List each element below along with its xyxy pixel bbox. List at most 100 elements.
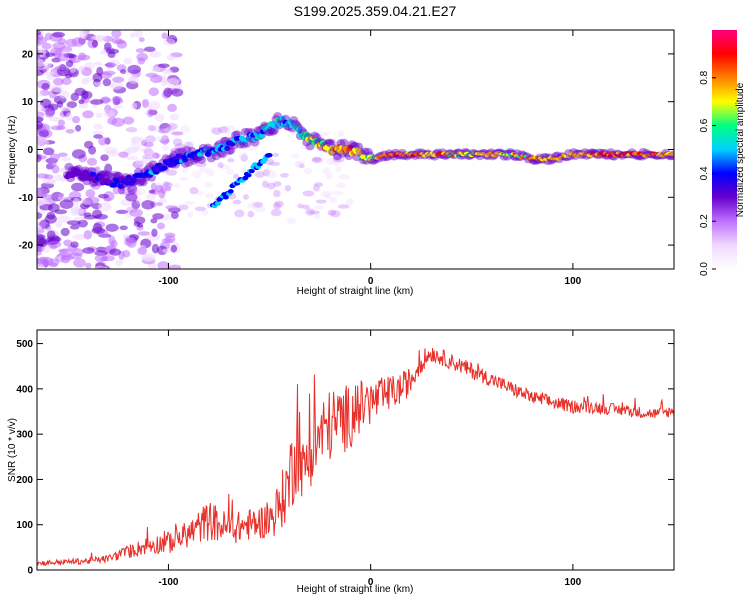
spectrogram-noise-blob (195, 162, 207, 168)
spectrogram-noise-blob (88, 145, 97, 155)
x-tick-label: 0 (368, 276, 374, 287)
spectrogram-noise-blob (169, 113, 180, 121)
spectrogram-noise-blob (54, 174, 64, 181)
spectrogram-noise-blob (115, 209, 129, 215)
spectrogram-noise-blob (286, 217, 297, 225)
spectrogram-ridge-point (130, 177, 137, 183)
spectrogram-noise-blob (49, 153, 60, 161)
spectrogram-noise-blob (322, 167, 330, 175)
spectrogram-noise-blob (253, 201, 264, 208)
spectrogram-branch-point (245, 173, 252, 178)
spectrogram-noise-blob (122, 250, 131, 258)
spectrogram-noise-blob (268, 161, 281, 166)
spectrogram-noise-blob (37, 91, 44, 98)
spectrogram-noise-blob (333, 156, 345, 163)
spectrogram-noise-blob (37, 250, 42, 256)
spectrogram-noise-blob (61, 156, 72, 162)
spectrogram-noise-blob (166, 125, 174, 133)
spectrogram-noise-blob (135, 197, 143, 205)
spectrogram-noise-blob (73, 216, 86, 221)
spectrogram-ridge-point (191, 155, 199, 161)
spectrogram-noise-blob (72, 197, 80, 207)
spectrogram-ridge-halo (224, 147, 234, 156)
spectrogram-noise-blob (65, 128, 75, 134)
spectrogram-ridge-halo (324, 138, 334, 147)
spectrogram-noise-blob (82, 110, 94, 119)
spectrogram-noise-blob (123, 57, 133, 65)
spectrogram-ridge-point (98, 175, 105, 181)
spectrogram-noise-blob (41, 82, 50, 91)
spectrogram-noise-blob (77, 54, 91, 61)
y-tick-label: -10 (19, 193, 34, 204)
spectrogram-noise-blob (71, 37, 85, 47)
spectrogram-noise-blob (161, 78, 168, 87)
spectrogram-noise-blob (105, 223, 119, 232)
spectrogram-noise-blob (345, 198, 354, 206)
spectrogram-noise-blob (143, 141, 154, 148)
spectrogram-noise-blob (109, 248, 121, 256)
spectrogram-noise-blob (125, 126, 138, 133)
spectrogram-noise-blob (181, 166, 189, 174)
spectrogram-noise-blob (66, 220, 81, 226)
spectrogram-ridge-halo (64, 162, 74, 171)
spectrogram-noise-blob (37, 120, 44, 130)
spectrogram-noise-blob (300, 142, 311, 150)
spectrogram-noise-blob (162, 181, 170, 187)
spectrogram-noise-blob (165, 186, 172, 192)
spectrogram-noise-blob (57, 119, 66, 127)
spectrogram-noise-blob (83, 230, 93, 240)
spectrogram-noise-blob (86, 157, 98, 166)
spectrogram-noise-blob (59, 248, 73, 258)
spectrogram-noise-blob (314, 205, 324, 210)
spectrogram-noise-blob (303, 167, 313, 175)
spectrogram-noise-blob (151, 243, 159, 254)
spectrogram-noise-blob (45, 71, 55, 76)
spectrogram-noise-blob (166, 78, 180, 88)
spectrogram-noise-blob (46, 230, 56, 240)
spectrogram-noise-blob (91, 227, 106, 235)
spectrogram-ridge-halo (138, 178, 148, 187)
spectrogram-ridge-point (229, 141, 236, 147)
spectrogram-noise-blob (273, 181, 282, 187)
spectrogram-noise-blob (122, 233, 130, 240)
spectrogram-noise-blob (118, 151, 129, 158)
spectrogram-noise-blob (153, 153, 161, 159)
spectrogram-noise-blob (115, 259, 124, 267)
spectrogram-noise-blob (333, 160, 340, 166)
spectrogram-noise-blob (146, 124, 154, 131)
spectrogram-ridge-point (319, 140, 327, 146)
spectrogram-noise-blob (129, 208, 143, 217)
spectrogram-noise-blob (328, 138, 336, 144)
spectrogram-ridge-halo (211, 152, 221, 161)
spectrogram-noise-blob (152, 213, 164, 220)
spectrogram-noise-blob (111, 117, 125, 127)
spectrogram-noise-blob (55, 220, 62, 228)
spectrogram-noise-blob (78, 103, 89, 109)
spectrogram-noise-blob (77, 219, 88, 228)
spectrogram-noise-blob (315, 199, 327, 204)
spectrogram-noise-blob (109, 170, 122, 177)
snr-series-line (37, 347, 674, 567)
spectrogram-noise-blob (98, 193, 109, 199)
spectrogram-ridge-point (313, 137, 320, 143)
y-tick-label: -20 (19, 241, 34, 252)
spectrogram-noise-blob (48, 178, 57, 185)
spectrogram-noise-blob (270, 208, 282, 217)
spectrogram-noise-blob (156, 222, 166, 230)
spectrogram-noise-blob (112, 185, 120, 195)
spectrogram-noise-blob (199, 166, 209, 173)
spectrogram-noise-blob (184, 141, 194, 150)
colorbar-tick-label: 0.0 (699, 262, 710, 276)
spectrogram-noise-blob (38, 221, 46, 227)
spectrogram-noise-blob (134, 30, 143, 38)
spectrogram-noise-blob (325, 172, 334, 180)
spectrogram-noise-blob (65, 60, 74, 68)
spectrogram-noise-blob (131, 136, 142, 144)
spectrogram-noise-blob (335, 182, 347, 189)
spectrogram-noise-blob (71, 149, 86, 159)
spectrogram-noise-blob (242, 194, 249, 200)
spectrogram-noise-blob (103, 109, 115, 118)
spectrogram-noise-blob (37, 173, 49, 179)
spectrogram-ridge-halo (226, 146, 236, 155)
spectrogram-noise-blob (66, 101, 78, 109)
